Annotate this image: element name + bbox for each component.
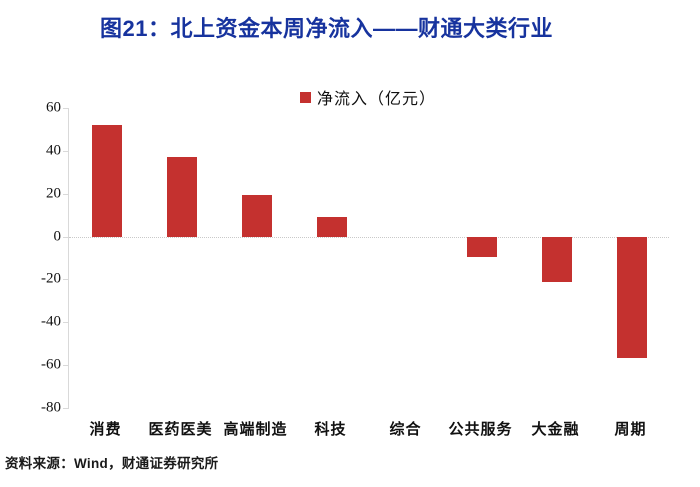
bar-消费: [91, 125, 122, 237]
x-category-label: 科技: [314, 422, 347, 438]
y-tick-label: 20: [46, 185, 61, 202]
legend-swatch-icon: [299, 91, 311, 103]
x-category-label: 周期: [614, 422, 647, 438]
y-tick-mark: [63, 408, 69, 409]
plot-area: 60 40 20 0 -20 -40 -60 -80: [41, 100, 669, 415]
y-tick-mark: [63, 236, 69, 238]
x-axis-labels: 消费 医药医美 高端制造 科技 综合 公共服务 大金融 周期: [68, 418, 668, 439]
figure-title: 图21：北上资金本周净流入——财通大类行业: [100, 16, 553, 41]
y-tick-label: -60: [41, 356, 61, 373]
x-category-label: 医药医美: [148, 422, 213, 438]
x-category-label: 大金融: [531, 422, 580, 438]
y-tick-label: -40: [41, 313, 61, 330]
zero-gridline: [69, 236, 669, 238]
y-tick-mark: [63, 108, 69, 109]
y-tick-mark: [63, 279, 69, 281]
y-tick-mark: [63, 150, 69, 152]
y-tick-label: -20: [41, 270, 61, 287]
bar-周期: [616, 236, 647, 358]
bar-大金融: [541, 236, 572, 282]
x-category-label: 高端制造: [223, 422, 288, 438]
bar-医药医美: [166, 157, 197, 237]
x-category-label: 消费: [89, 422, 122, 438]
y-tick-label: -80: [41, 399, 61, 416]
y-tick-mark: [63, 365, 69, 367]
bar-公共服务: [466, 236, 497, 257]
y-tick-mark: [63, 322, 69, 324]
bar-科技: [316, 217, 347, 237]
legend-label: 净流入（亿元）: [316, 91, 436, 108]
y-tick-label: 0: [53, 228, 62, 245]
x-category-label: 公共服务: [448, 422, 513, 438]
bar-高端制造: [241, 194, 272, 237]
y-tick-mark: [63, 193, 69, 195]
x-category-label: 综合: [389, 422, 422, 438]
source-note: 资料来源：Wind，财通证券研究所: [5, 456, 219, 471]
chart-legend: 净流入（亿元）: [68, 85, 668, 109]
y-tick-label: 60: [46, 99, 61, 116]
y-tick-label: 40: [46, 142, 61, 159]
